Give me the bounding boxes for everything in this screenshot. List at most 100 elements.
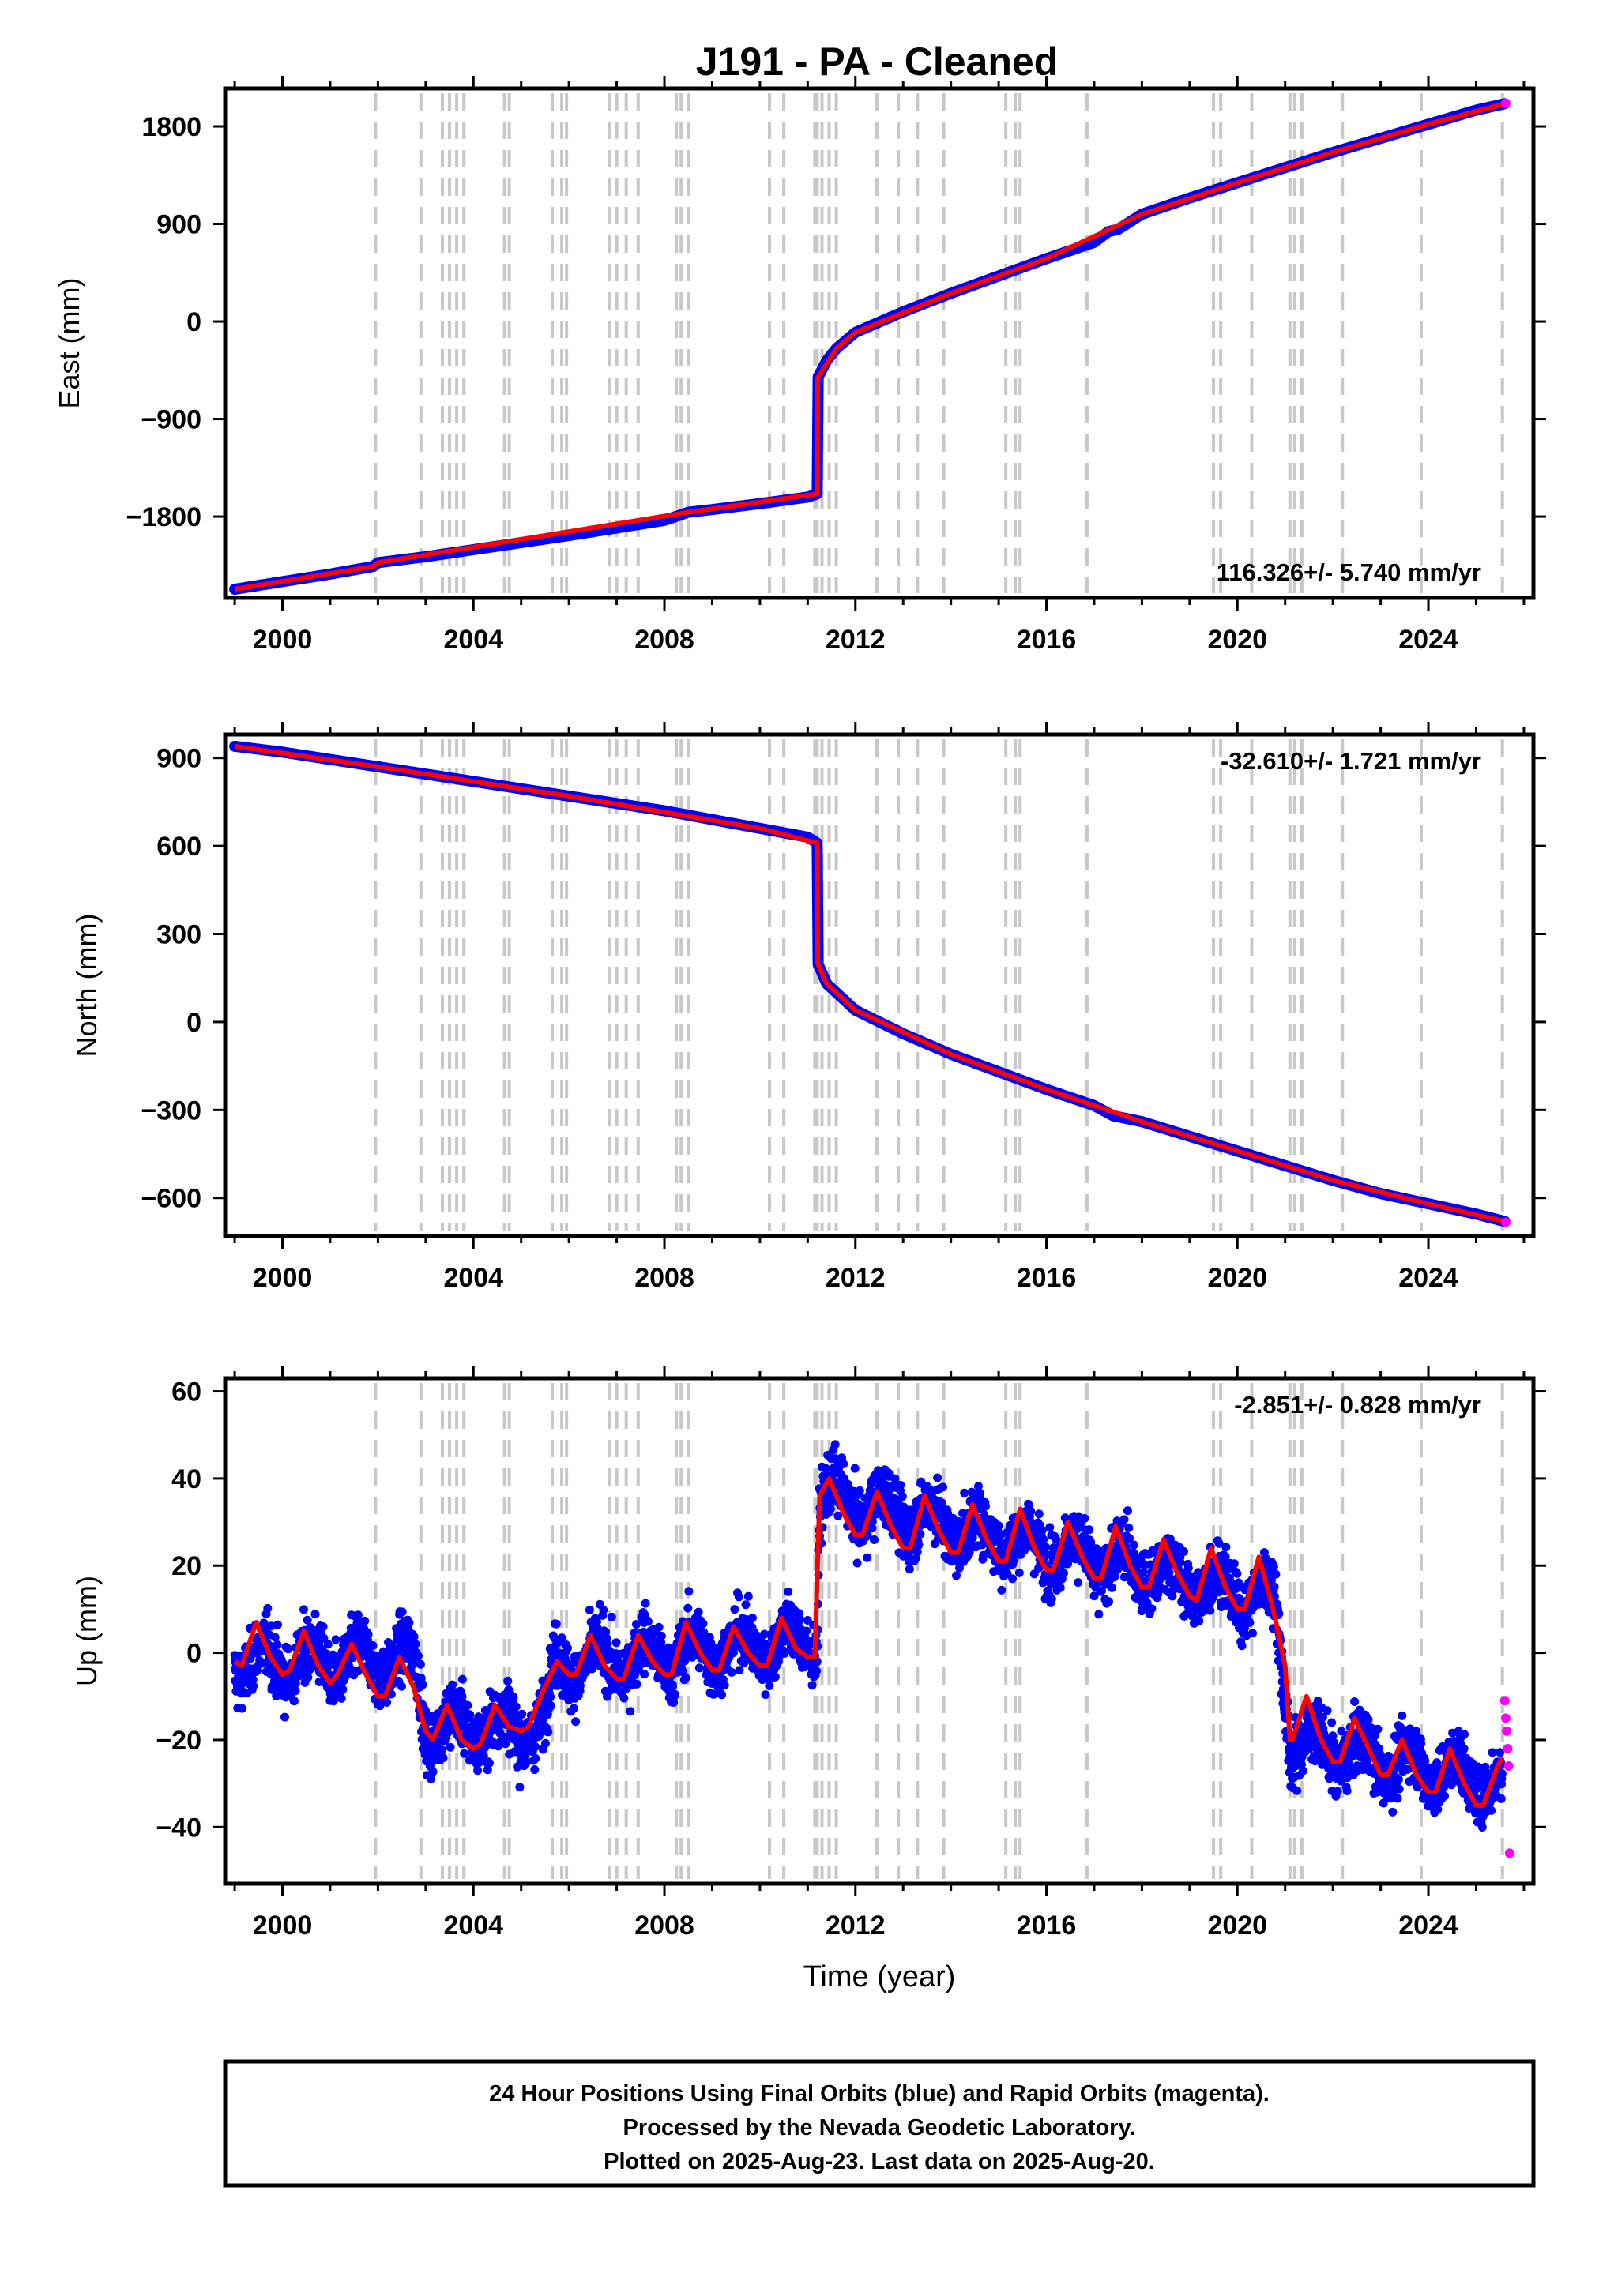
final-orbits-point <box>404 1618 414 1627</box>
final-orbits-point <box>284 1644 293 1654</box>
final-orbits-point <box>319 1633 329 1643</box>
final-orbits-point <box>1034 1509 1044 1519</box>
rapid-orbits-point <box>1502 1726 1512 1736</box>
panel-frame <box>223 86 1536 600</box>
final-orbits-point <box>397 1682 406 1691</box>
final-orbits-point <box>291 1678 300 1688</box>
final-orbits-point <box>530 1765 540 1774</box>
final-orbits-point <box>1080 1513 1089 1523</box>
y-tick-label: 900 <box>156 744 201 774</box>
final-orbits-point <box>897 1492 907 1501</box>
panel-3: 2000 2004 2008 2012 2016 2020 2024 60 40 20 0 −20 −4… <box>70 1366 1546 1993</box>
final-orbits-point <box>741 1600 751 1610</box>
final-orbits-point <box>303 1615 312 1625</box>
final-orbits-point <box>1229 1559 1239 1569</box>
final-orbits-point <box>681 1673 690 1682</box>
y-tick-label: 20 <box>171 1551 201 1581</box>
final-orbits-point <box>457 1692 467 1701</box>
final-orbits-point <box>1104 1597 1113 1606</box>
final-orbits-point <box>1327 1718 1337 1727</box>
final-orbits-point <box>485 1758 494 1768</box>
final-orbits-point <box>554 1648 563 1658</box>
final-orbits-point <box>1094 1610 1104 1619</box>
final-orbits-point <box>546 1692 555 1701</box>
final-orbits-point <box>1074 1578 1083 1588</box>
final-orbits-point <box>1350 1697 1360 1706</box>
x-tick-label: 2004 <box>443 625 503 655</box>
final-orbits-point <box>821 1464 830 1473</box>
final-orbits-point <box>812 1667 822 1676</box>
final-orbits-point <box>1398 1711 1407 1720</box>
chart-title: J191 - PA - Cleaned <box>696 39 1059 84</box>
final-orbits-point <box>1292 1786 1302 1795</box>
final-orbits-point <box>1176 1558 1185 1567</box>
final-orbits-point <box>1008 1574 1018 1584</box>
x-tick-label: 2024 <box>1398 625 1458 655</box>
final-orbits-point <box>501 1739 510 1749</box>
final-orbits-point <box>1270 1582 1279 1591</box>
final-orbits-point <box>571 1717 581 1727</box>
footer-line-3: Plotted on 2025-Aug-23. Last data on 202… <box>604 2149 1155 2174</box>
final-orbits-point <box>747 1614 757 1622</box>
final-orbits-point <box>952 1571 961 1580</box>
final-orbits-point <box>1394 1784 1404 1794</box>
final-orbits-point <box>1119 1515 1129 1524</box>
final-orbits-point <box>1129 1540 1138 1550</box>
final-orbits-point <box>761 1690 770 1700</box>
rapid-orbits-point <box>1499 1696 1510 1706</box>
final-orbits-point <box>460 1749 469 1758</box>
final-orbits-point <box>976 1489 985 1498</box>
final-orbits-point <box>517 1709 527 1719</box>
final-orbits-point <box>557 1633 566 1643</box>
final-orbits-point <box>1195 1617 1204 1626</box>
final-orbits-point <box>416 1659 425 1669</box>
final-orbits-point <box>531 1742 540 1751</box>
x-tick-label: 2012 <box>826 1911 886 1941</box>
final-orbits-point <box>981 1501 990 1511</box>
x-tick-label: 2004 <box>443 1263 503 1293</box>
final-orbits-point <box>1496 1748 1504 1757</box>
final-orbits-point <box>632 1679 641 1689</box>
final-orbits-point <box>784 1587 793 1596</box>
final-orbits-point <box>683 1603 693 1613</box>
final-orbits-point <box>796 1614 805 1624</box>
final-orbits-point <box>870 1535 879 1544</box>
final-orbits-point <box>563 1644 572 1653</box>
final-orbits-point <box>511 1702 521 1712</box>
final-orbits-point <box>1433 1805 1443 1814</box>
final-orbits-point <box>1394 1775 1403 1784</box>
final-orbits-point <box>273 1620 282 1629</box>
final-orbits-point <box>619 1693 629 1703</box>
x-tick-label: 2004 <box>443 1911 503 1941</box>
y-tick-label: −40 <box>156 1813 201 1843</box>
final-orbits-point <box>640 1670 649 1679</box>
final-orbits-point <box>1477 1823 1487 1832</box>
final-orbits-point <box>473 1766 483 1776</box>
final-orbits-point <box>1388 1807 1398 1817</box>
rapid-orbits-point <box>1500 1217 1511 1227</box>
x-tick-label: 2020 <box>1207 625 1267 655</box>
final-orbits-point <box>730 1605 739 1614</box>
final-orbits-point <box>802 1626 811 1636</box>
final-orbits-point <box>607 1612 616 1621</box>
final-orbits-point <box>368 1641 378 1650</box>
final-orbits-point <box>643 1617 653 1626</box>
final-orbits-point <box>760 1629 769 1639</box>
final-orbits-point <box>280 1712 289 1722</box>
final-orbits-point <box>765 1682 774 1690</box>
final-orbits-point <box>1364 1715 1373 1724</box>
y-tick-label: 900 <box>156 210 201 240</box>
final-orbits-point <box>720 1681 729 1689</box>
final-orbits-point <box>1123 1506 1132 1516</box>
y-tick-label: 1800 <box>141 112 201 142</box>
final-orbits-point <box>997 1585 1006 1595</box>
final-orbits-point <box>448 1680 457 1689</box>
final-orbits-point <box>734 1592 743 1602</box>
final-orbits-point <box>544 1727 553 1737</box>
final-orbits-point <box>543 1710 552 1719</box>
final-orbits-point <box>331 1635 340 1644</box>
final-orbits-point <box>1322 1706 1332 1715</box>
footer-line-1: 24 Hour Positions Using Final Orbits (bl… <box>489 2081 1270 2106</box>
rapid-orbits-point <box>1500 1713 1511 1723</box>
final-orbits-point <box>465 1710 475 1719</box>
